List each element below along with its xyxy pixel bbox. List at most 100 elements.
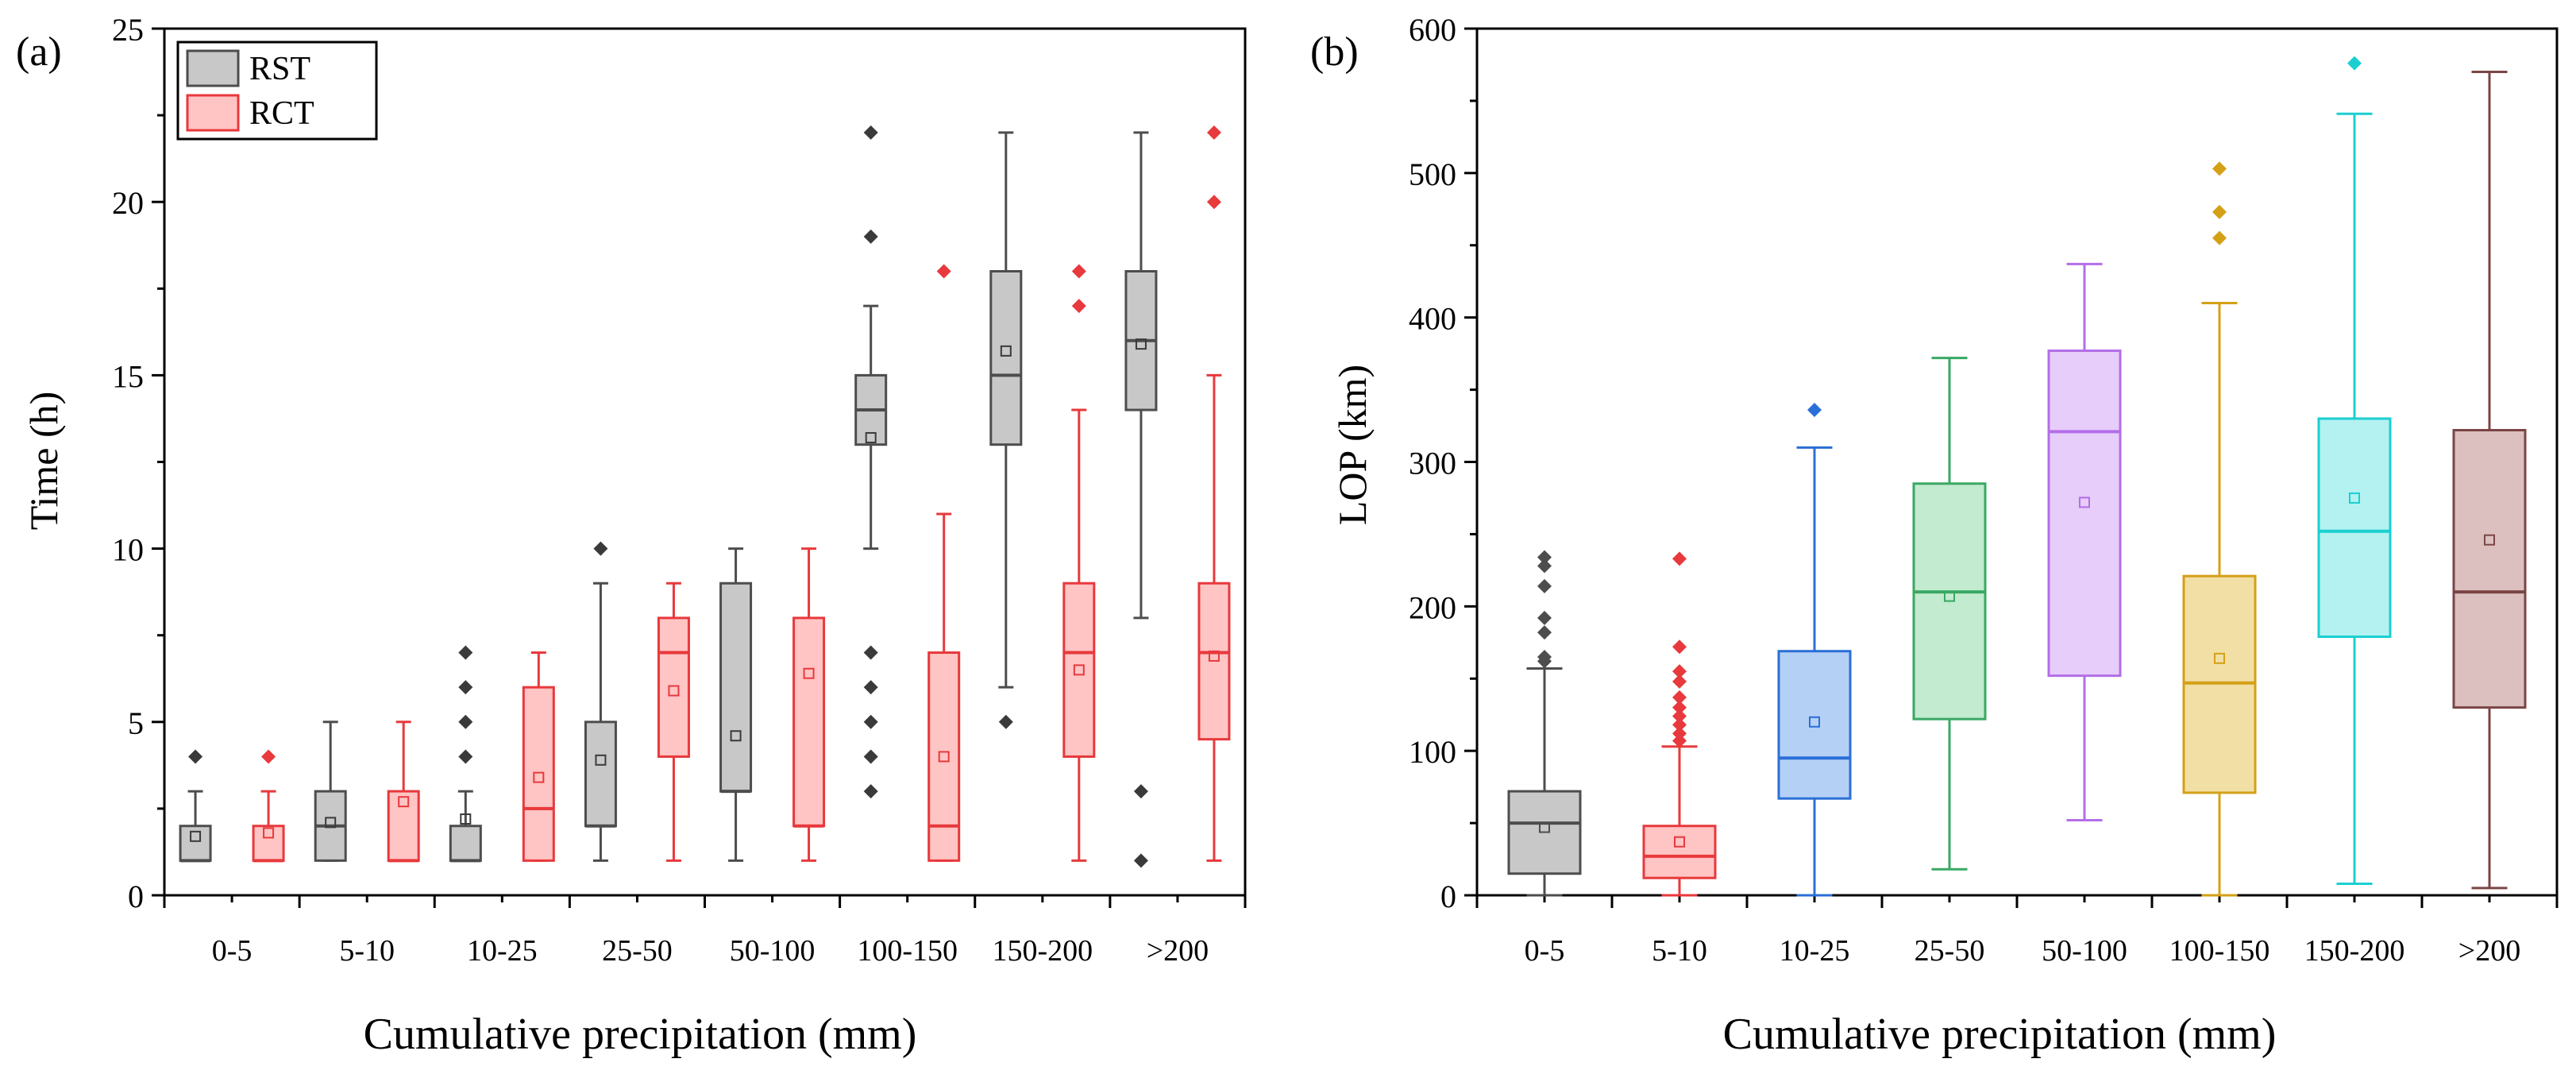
panel-b-xtick-label-5: 100-150	[2169, 934, 2270, 968]
panel-b-marks	[1507, 56, 2527, 897]
panel-a-rct-box-1	[387, 721, 420, 863]
panel-a-ytick-label-2: 10	[112, 532, 144, 568]
panel-a-ytick-label-0: 0	[128, 879, 144, 914]
panel-a-rct-box-0-mean	[263, 827, 275, 839]
panel-b-label: (b)	[1310, 29, 1359, 75]
panel-a-rct-box-3-box	[657, 616, 690, 758]
panel-a-marks	[179, 125, 1231, 868]
panel-a-rct-box-3	[657, 582, 690, 862]
panel-b-ytick-label-2: 200	[1409, 589, 1456, 625]
panel-a-rst-box-1	[314, 721, 347, 862]
panel-b-box-0-outlier-5	[1537, 558, 1552, 574]
panel-a-xlabel: Cumulative precipitation (mm)	[364, 1010, 917, 1059]
panel-b-ytick-label-1: 100	[1409, 734, 1456, 770]
panel-a-label: (a)	[16, 29, 62, 75]
panel-a-ytick-label-1: 5	[128, 705, 144, 741]
panel-a-rst-box-3-mean	[595, 754, 607, 766]
panel-a-rst-box-5-outlier-5	[863, 229, 878, 244]
panel-a-legend-swatch-1	[186, 94, 240, 132]
panel-a-rst-box-5-outlier-4	[863, 645, 878, 660]
panel-a-rct-box-5-mean	[938, 751, 950, 763]
panel-a-xtick-label-1: 5-10	[339, 934, 395, 968]
panel-a-rst-box-3	[584, 541, 617, 862]
panel-a-rst-box-2-outlier-3	[458, 645, 473, 660]
panel-b-axes: 0 100 200 300 400 500 600 0-5 5-10 10-25 25-50 50-1…	[1409, 12, 2559, 968]
panel-a-rct-box-0-box	[252, 825, 285, 862]
panel-b-box-1-outlier-5	[1672, 690, 1687, 705]
panel-a-rct-box-2-mean	[533, 771, 545, 783]
panel-b-ytick-label-3: 300	[1409, 446, 1456, 481]
panel-a-xtick-label-0: 0-5	[212, 934, 253, 968]
panel-a-rst-box-4-box	[719, 582, 753, 793]
panel-b-box-1-box	[1642, 825, 1717, 879]
panel-b-ylabel: LOP (km)	[1330, 365, 1375, 525]
panel-a-rct-box-6-box	[1062, 582, 1096, 758]
panel-a-rst-box-5-outlier-2	[863, 714, 878, 729]
panel-a-rst-box-0-outlier-0	[188, 749, 203, 764]
panel-b-box-0-outlier-6	[1537, 550, 1552, 565]
panel-a-rst-box-5	[854, 125, 888, 799]
panel-a-rct-box-7-outlier-1	[1206, 125, 1221, 140]
panel-a-rst-box-2-mean	[460, 813, 472, 825]
panel-a-rct-box-0	[252, 749, 285, 863]
panel-b-box-6-mean	[2349, 492, 2360, 504]
panel-b-box-5	[2182, 161, 2257, 897]
panel-b-box-6-box	[2317, 417, 2392, 639]
panel-b-box-1-mean	[1674, 836, 1685, 848]
panel-b-box-0-outlier-3	[1537, 610, 1552, 625]
panel-b-box-4	[2047, 262, 2122, 821]
panel-a-rct-box-6-mean	[1073, 664, 1085, 676]
panel-a-rct-box-2-box	[522, 686, 555, 862]
panel-a-rst-box-3-box	[584, 721, 617, 828]
panel-b-xtick-label-2: 10-25	[1780, 934, 1850, 968]
panel-a-rct-box-5	[927, 264, 961, 862]
panel-a-xtick-label-6: 150-200	[992, 934, 1093, 968]
panel-a-rst-box-2-box	[449, 825, 482, 862]
panel-a-frame	[163, 27, 1247, 897]
panel-a-rct-box-5-box	[927, 651, 961, 862]
panel-a-rct-box-4-mean	[803, 667, 815, 679]
panel-b-box-1-outlier-9	[1672, 551, 1687, 566]
panel-b-box-0-outlier-2	[1537, 625, 1552, 640]
panel-b-box-4-mean	[2079, 496, 2090, 508]
panel-a-ylabel: Time (h)	[21, 392, 66, 531]
panel-b-box-2-outlier-0	[1807, 403, 1822, 418]
panel-a-xtick-label-5: 100-150	[857, 934, 958, 968]
panel-a-rct-box-0-outlier-0	[261, 749, 276, 764]
panel-a-rct-box-1-mean	[398, 796, 410, 808]
panel-b-xtick-label-4: 50-100	[2042, 934, 2127, 968]
panel-b-xtick-label-6: 150-200	[2304, 934, 2405, 968]
panel-b-box-5-outlier-0	[2212, 230, 2227, 245]
panel-b-box-1-outlier-7	[1672, 664, 1687, 679]
panel-a-legend-label-1: RCT	[249, 95, 314, 132]
panel-a-rst-box-2-outlier-2	[458, 680, 473, 695]
panel-a-rct-box-2	[522, 651, 555, 862]
panel-a-ytick-label-4: 20	[112, 185, 144, 221]
panel-a-rst-box-7-outlier-1	[1133, 784, 1148, 799]
panel-a-rct-box-6	[1062, 264, 1096, 862]
panel-a-rst-box-4	[719, 547, 753, 862]
panel-b-box-1-outlier-1	[1672, 726, 1687, 741]
panel-a-legend-label-0: RST	[249, 51, 310, 87]
panel-a-rct-box-4	[792, 547, 826, 862]
panel-b-box-5-outlier-2	[2212, 161, 2227, 176]
panel-b-xtick-label-7: >200	[2458, 934, 2520, 968]
panel-a-rst-box-2	[449, 645, 482, 863]
panel-b-xtick-label-0: 0-5	[1525, 934, 1565, 968]
panel-a-rct-box-1-box	[387, 790, 420, 862]
panel-b-box-3-mean	[1944, 590, 1955, 602]
panel-a-xtick-label-7: >200	[1147, 934, 1209, 968]
panel-b-box-1-outlier-0	[1672, 733, 1687, 748]
panel-b-box-1-outlier-8	[1672, 639, 1687, 655]
panel-a-legend: RST RCT	[176, 41, 378, 141]
panel-a-rct-box-7	[1197, 125, 1231, 862]
panel-a-rct-box-3-mean	[668, 685, 680, 697]
panel-b-box-0-outlier-1	[1537, 649, 1552, 664]
panel-a-rst-box-5-outlier-1	[863, 749, 878, 764]
panel-a-rst-box-2-outlier-0	[458, 749, 473, 764]
panel-a-rct-box-7-outlier-0	[1206, 195, 1221, 210]
panel-a-rst-box-3-outlier-0	[593, 541, 608, 556]
panel-b-box-2-box	[1777, 650, 1852, 800]
panel-b-box-3	[1912, 357, 1987, 871]
panel-b-box-2	[1777, 403, 1852, 897]
